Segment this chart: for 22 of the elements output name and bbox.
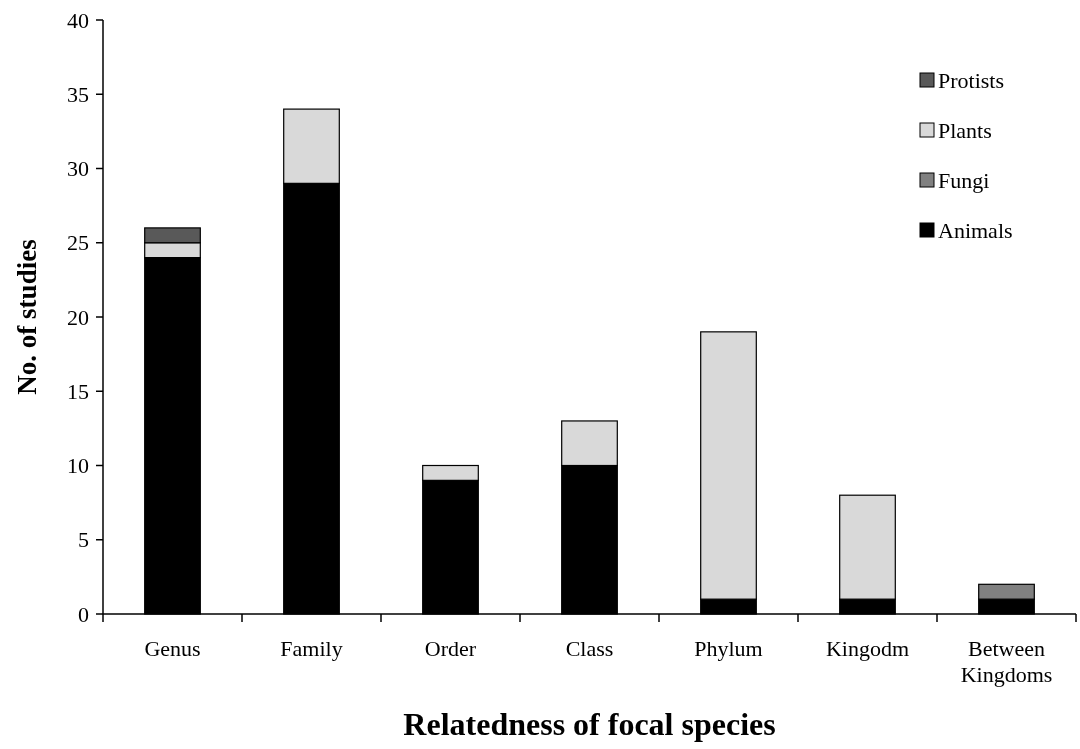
x-tick-label: Phylum: [694, 636, 763, 661]
x-tick-label: Family: [280, 636, 343, 661]
y-tick-label: 20: [67, 304, 89, 330]
y-tick-label: 10: [67, 453, 89, 479]
y-tick-label: 0: [78, 601, 89, 627]
x-axis-title: Relatedness of focal species: [403, 706, 776, 742]
x-tick-label: Class: [565, 636, 614, 661]
x-tick-label: Kingodm: [825, 636, 910, 661]
y-tick-label: 35: [67, 81, 89, 107]
x-tick-label: Between Kingdoms: [960, 636, 1053, 687]
y-tick-label: 30: [67, 156, 89, 182]
legend-label: Fungi: [938, 167, 990, 193]
x-tick-label: Order: [424, 636, 477, 661]
x-tick-label: Genus: [144, 636, 201, 661]
legend-label: Animals: [938, 217, 1013, 243]
y-tick-label: 5: [78, 527, 89, 553]
y-axis-title: No. of studies: [12, 239, 42, 395]
y-tick-label: 15: [67, 378, 89, 404]
y-tick-label: 25: [67, 230, 89, 256]
legend-label: Protists: [938, 67, 1005, 93]
y-tick-label: 40: [67, 7, 89, 33]
legend-label: Plants: [938, 117, 992, 143]
